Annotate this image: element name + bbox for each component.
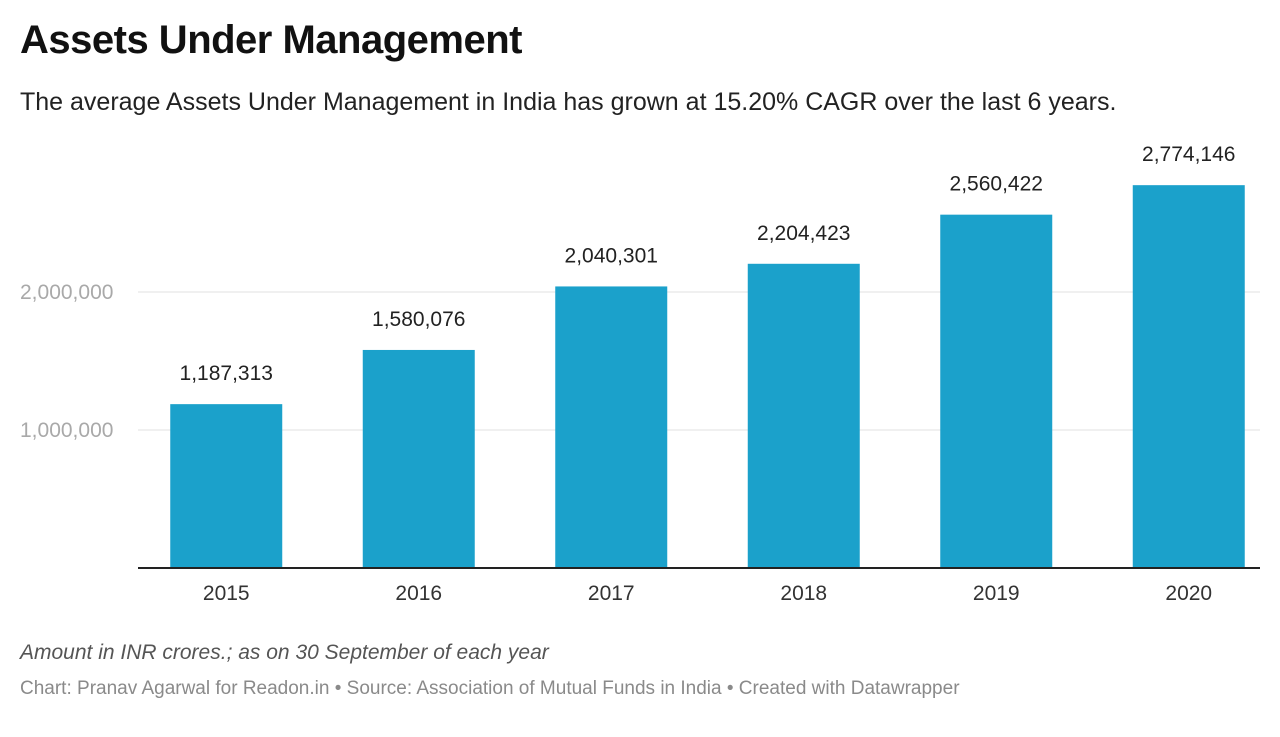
chart-source: Chart: Pranav Agarwal for Readon.in • So…: [20, 678, 960, 699]
x-tick-label-2016: 2016: [395, 582, 442, 605]
value-label-2015: 1,187,313: [180, 362, 273, 385]
value-labels: 1,187,313 1,580,076 2,040,301 2,204,423 2,56…: [180, 143, 1236, 385]
x-tick-label-2018: 2018: [780, 582, 827, 605]
chart-title: Assets Under Management: [20, 18, 522, 62]
x-tick-label-2015: 2015: [203, 582, 250, 605]
value-label-2018: 2,204,423: [757, 222, 850, 245]
value-label-2016: 1,580,076: [372, 308, 465, 331]
value-label-2017: 2,040,301: [565, 244, 658, 267]
bar-2018: [747, 263, 860, 568]
chart-note: Amount in INR crores.; as on 30 Septembe…: [20, 641, 549, 664]
value-label-2020: 2,774,146: [1142, 143, 1235, 166]
bars: [170, 185, 1245, 569]
bar-2016: [362, 349, 475, 568]
bar-2019: [940, 214, 1053, 569]
chart-subtitle: The average Assets Under Management in I…: [20, 88, 1117, 116]
y-tick-label: 1,000,000: [20, 419, 113, 442]
bar-2020: [1132, 185, 1245, 568]
value-label-2019: 2,560,422: [950, 173, 1043, 196]
gridlines: 1,000,000 2,000,000: [20, 281, 1260, 442]
x-tick-label-2019: 2019: [973, 582, 1020, 605]
axes: 2015 2016 2017 2018 2019 2020: [138, 567, 1260, 605]
y-tick-label: 2,000,000: [20, 281, 113, 304]
bar-2015: [170, 404, 283, 568]
bar-2017: [555, 286, 668, 568]
x-tick-label-2017: 2017: [588, 582, 635, 605]
x-tick-label-2020: 2020: [1165, 582, 1212, 605]
